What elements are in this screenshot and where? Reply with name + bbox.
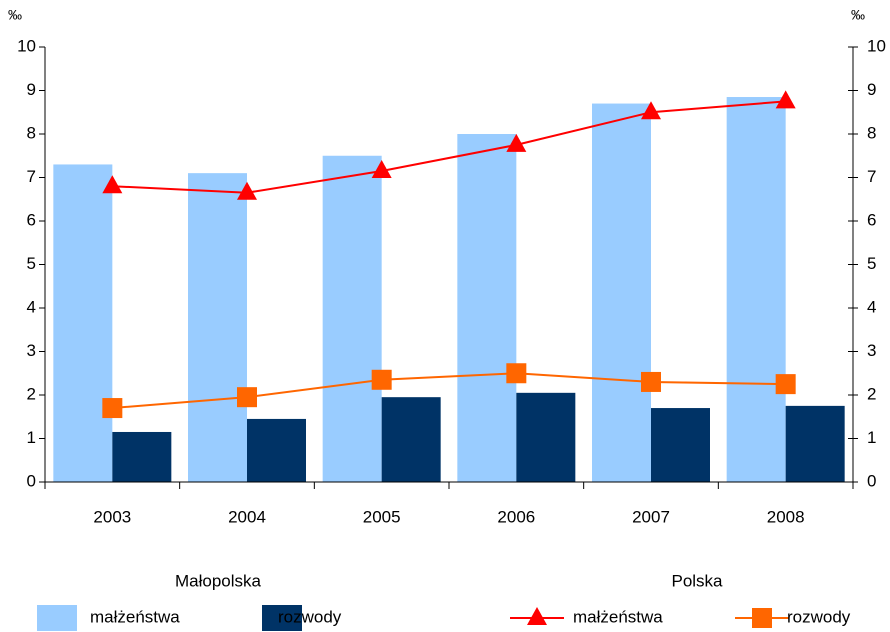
bar xyxy=(112,431,172,482)
legend-group-title: Polska xyxy=(671,571,723,590)
y-tick-label: 5 xyxy=(27,254,36,273)
y2-unit: ‰ xyxy=(851,7,865,23)
x-tick-label: 2006 xyxy=(497,507,535,526)
x-tick-label: 2004 xyxy=(228,507,266,526)
line xyxy=(112,100,786,194)
y-tick-label: 10 xyxy=(17,36,36,55)
bar xyxy=(457,134,517,482)
y2-tick-label: 4 xyxy=(867,297,876,316)
y-tick-label: 3 xyxy=(27,341,36,360)
marker xyxy=(775,374,796,395)
y2-tick-label: 5 xyxy=(867,254,876,273)
y2-tick-label: 9 xyxy=(867,80,876,99)
y-tick-label: 1 xyxy=(27,428,36,447)
bar xyxy=(188,173,247,482)
y2-tick-label: 2 xyxy=(867,384,876,403)
marker xyxy=(237,181,257,200)
y-tick-label: 4 xyxy=(27,297,36,316)
y-tick-label: 7 xyxy=(27,167,36,186)
y2-tick-label: 6 xyxy=(867,210,876,229)
bar xyxy=(516,392,576,482)
marker xyxy=(775,90,796,109)
y-tick-label: 0 xyxy=(27,471,36,490)
legend-label: rozwody xyxy=(278,607,342,626)
y-tick-label: 9 xyxy=(27,80,36,99)
bar xyxy=(592,103,651,483)
marker xyxy=(506,363,527,384)
legend-marker xyxy=(527,607,547,625)
line xyxy=(112,372,786,410)
y-tick-label: 8 xyxy=(27,123,36,142)
marker xyxy=(371,159,392,178)
legend-label: małżeństwa xyxy=(90,607,180,626)
marker xyxy=(641,371,661,392)
y2-tick-label: 7 xyxy=(867,167,876,186)
bar xyxy=(381,397,441,482)
bar xyxy=(247,418,306,482)
legend-label: małżeństwa xyxy=(573,607,663,626)
y2-tick-label: 1 xyxy=(867,428,876,447)
y2-tick-label: 8 xyxy=(867,123,876,142)
y-tick-label: 2 xyxy=(27,384,36,403)
marker xyxy=(371,369,392,390)
bar xyxy=(322,155,382,482)
bar xyxy=(53,164,113,482)
bar xyxy=(785,405,845,482)
legend-marker xyxy=(752,608,772,628)
marker xyxy=(641,101,661,120)
x-tick-label: 2007 xyxy=(632,507,670,526)
bar xyxy=(651,408,710,482)
legend-group-title: Małopolska xyxy=(175,571,262,590)
marker xyxy=(102,175,123,194)
marker xyxy=(237,387,257,408)
y-unit: ‰ xyxy=(8,7,22,23)
legend-label: rozwody xyxy=(787,607,851,626)
legend-swatch xyxy=(37,605,77,631)
y-tick-label: 6 xyxy=(27,210,36,229)
legend-swatch xyxy=(262,605,302,631)
bar xyxy=(726,97,786,483)
y2-tick-label: 10 xyxy=(867,36,886,55)
x-tick-label: 2008 xyxy=(767,507,805,526)
marker xyxy=(102,398,123,419)
x-tick-label: 2003 xyxy=(93,507,131,526)
y2-tick-label: 3 xyxy=(867,341,876,360)
marker xyxy=(506,133,527,152)
y2-tick-label: 0 xyxy=(867,471,876,490)
x-tick-label: 2005 xyxy=(363,507,401,526)
